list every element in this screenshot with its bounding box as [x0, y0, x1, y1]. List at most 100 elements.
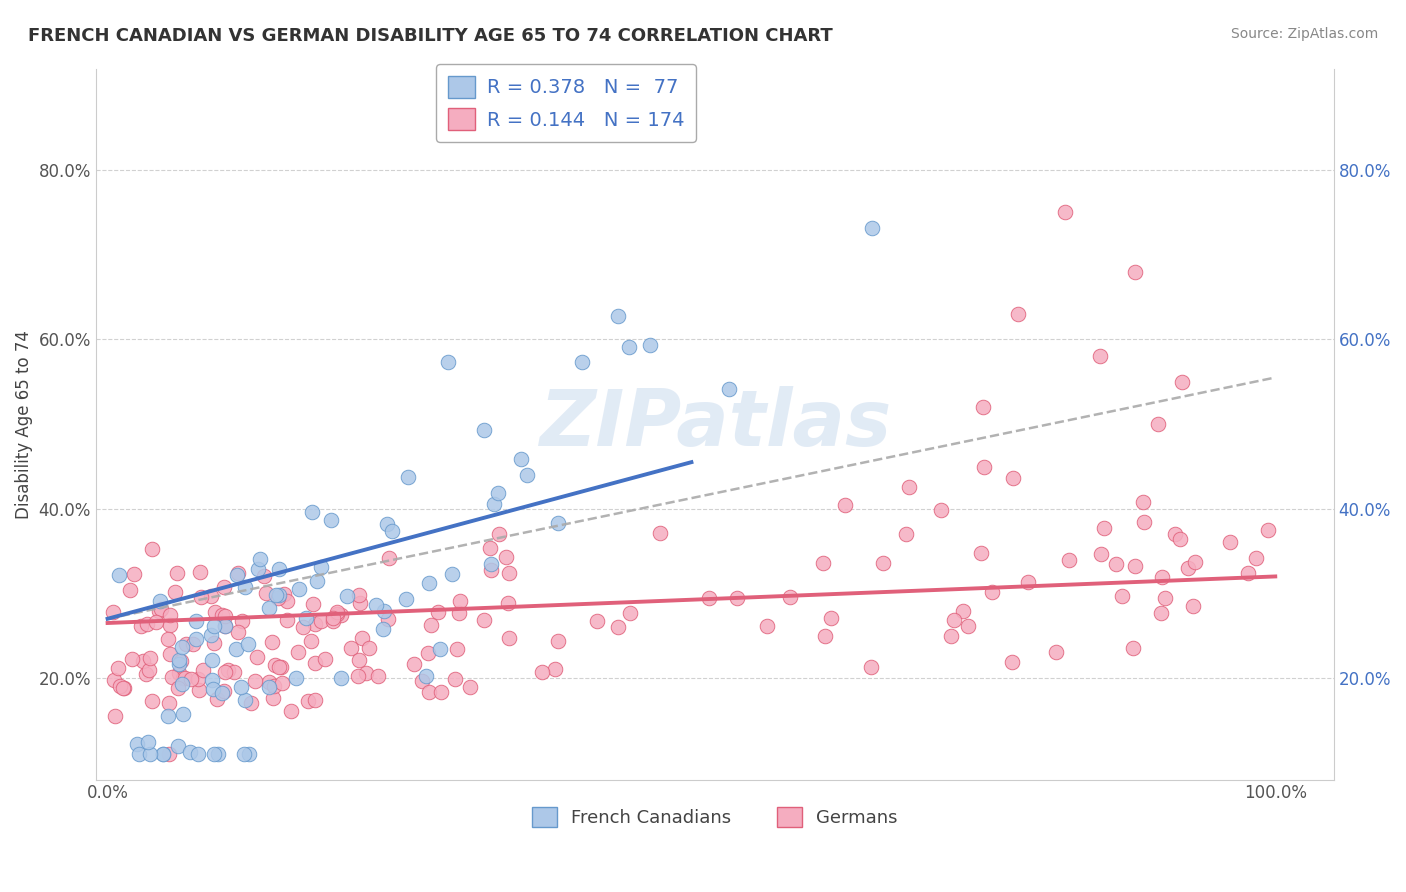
Point [371, 622, 394, 636]
Point [395, 592, 418, 607]
Point [169, 665, 191, 680]
Point [419, 617, 441, 632]
Point [167, 739, 190, 753]
Point [207, 747, 229, 762]
Point [322, 614, 344, 628]
Point [530, 665, 553, 680]
Point [330, 608, 353, 623]
Point [981, 585, 1004, 599]
Point [619, 607, 641, 621]
Point [359, 640, 381, 655]
Point [267, 660, 290, 674]
Point [314, 652, 336, 666]
Point [214, 665, 236, 679]
Point [367, 669, 389, 683]
Point [260, 634, 283, 648]
Point [1045, 645, 1067, 659]
Point [112, 681, 135, 695]
Point [205, 691, 228, 706]
Point [157, 747, 180, 761]
Point [257, 600, 280, 615]
Point [263, 679, 285, 693]
Point [214, 608, 236, 623]
Point [335, 589, 357, 603]
Point [172, 677, 194, 691]
Point [1123, 559, 1146, 574]
Point [1132, 494, 1154, 508]
Point [170, 653, 193, 667]
Point [972, 400, 994, 414]
Point [201, 653, 224, 667]
Point [112, 681, 135, 695]
Point [152, 747, 174, 762]
Point [479, 557, 502, 571]
Point [1177, 561, 1199, 575]
Point [276, 594, 298, 608]
Point [1237, 566, 1260, 581]
Point [156, 632, 179, 646]
Point [246, 650, 269, 665]
Point [128, 747, 150, 762]
Point [174, 671, 197, 685]
Point [202, 747, 225, 762]
Point [108, 568, 131, 582]
Point [479, 563, 502, 577]
Point [139, 651, 162, 665]
Point [141, 542, 163, 557]
Point [212, 580, 235, 594]
Point [1092, 521, 1115, 535]
Point [429, 684, 451, 698]
Point [1088, 349, 1111, 363]
Point [157, 696, 180, 710]
Point [202, 681, 225, 696]
Point [429, 642, 451, 657]
Point [326, 607, 349, 621]
Point [287, 582, 309, 596]
Point [188, 682, 211, 697]
Point [571, 354, 593, 368]
Point [249, 551, 271, 566]
Point [152, 747, 174, 762]
Point [159, 607, 181, 622]
Point [121, 652, 143, 666]
Point [110, 679, 132, 693]
Point [262, 691, 284, 706]
Point [811, 556, 834, 570]
Point [479, 541, 502, 555]
Point [276, 613, 298, 627]
Point [149, 602, 172, 616]
Point [211, 686, 233, 700]
Point [834, 498, 856, 512]
Point [304, 616, 326, 631]
Point [233, 747, 256, 762]
Point [243, 673, 266, 688]
Point [299, 633, 322, 648]
Point [148, 603, 170, 617]
Point [135, 666, 157, 681]
Point [254, 586, 277, 600]
Point [167, 653, 190, 667]
Point [1257, 523, 1279, 537]
Point [225, 568, 247, 582]
Point [214, 619, 236, 633]
Point [159, 647, 181, 661]
Point [167, 681, 190, 695]
Point [307, 574, 329, 588]
Point [339, 641, 361, 656]
Point [172, 707, 194, 722]
Point [1057, 553, 1080, 567]
Point [309, 615, 332, 629]
Point [1184, 555, 1206, 569]
Point [396, 469, 419, 483]
Point [200, 628, 222, 642]
Point [325, 606, 347, 620]
Point [894, 526, 917, 541]
Point [350, 632, 373, 646]
Point [136, 616, 159, 631]
Point [364, 599, 387, 613]
Point [301, 597, 323, 611]
Point [214, 684, 236, 698]
Point [107, 660, 129, 674]
Point [474, 423, 496, 437]
Point [1182, 599, 1205, 614]
